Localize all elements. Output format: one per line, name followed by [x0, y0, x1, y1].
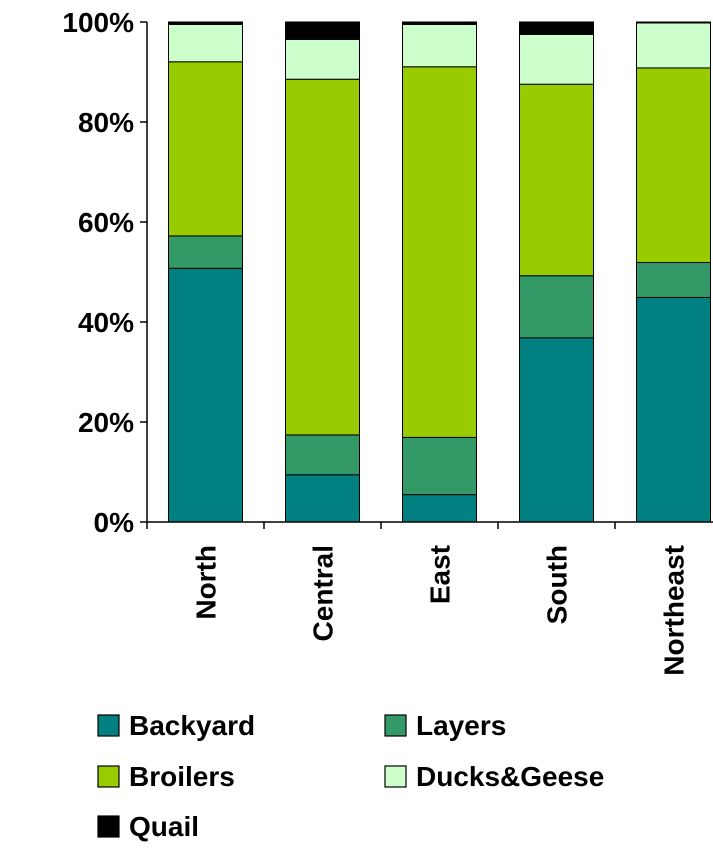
bars-layer — [168, 21, 711, 523]
legend-item-backyard: Backyard — [97, 710, 255, 741]
bar-segment-northeast-layers — [636, 262, 711, 298]
legend-item-layers: Layers — [384, 710, 506, 741]
bar-segment-east-layers — [402, 436, 477, 496]
legend-swatch — [384, 765, 407, 788]
y-tick-label: 0% — [94, 507, 135, 538]
x-tick-label-central: Central — [308, 545, 339, 641]
bar-segment-northeast-quail — [636, 21, 711, 24]
bar-segment-east-quail — [402, 21, 477, 25]
bar-segment-north-broilers — [168, 61, 243, 237]
bar-segment-northeast-broilers — [636, 67, 711, 264]
legend-label: Broilers — [129, 761, 235, 792]
x-axis-tick-labels: North Central East South Northeast — [146, 522, 690, 676]
bar-segment-central-quail — [285, 21, 360, 40]
bar-segment-north-quail — [168, 21, 243, 25]
x-tick-label-east: East — [425, 545, 456, 604]
y-tick-label: 20% — [78, 407, 134, 438]
bar-segment-north-ducks-geese — [168, 23, 243, 63]
legend-swatch — [97, 714, 120, 737]
legend-label: Ducks&Geese — [416, 761, 604, 792]
bar-segment-northeast-backyard — [636, 296, 711, 523]
legend-swatch — [384, 714, 407, 737]
bar-segment-north-backyard — [168, 267, 243, 523]
legend-label: Quail — [129, 811, 199, 842]
bar-segment-central-layers — [285, 434, 360, 476]
y-tick-label: 100% — [62, 7, 134, 38]
bar-segment-south-broilers — [519, 83, 594, 277]
bar-segment-central-broilers — [285, 78, 360, 436]
y-tick-label: 60% — [78, 207, 134, 238]
bar-segment-north-layers — [168, 235, 243, 269]
legend-label: Backyard — [129, 710, 255, 741]
y-axis-tick-labels: 0% 20% 40% 60% 80% 100% — [62, 7, 147, 538]
legend-swatch — [97, 765, 120, 788]
legend-item-ducks-geese: Ducks&Geese — [384, 761, 604, 792]
bar-segment-south-backyard — [519, 337, 594, 523]
legend-item-quail: Quail — [97, 811, 199, 842]
y-tick-label: 40% — [78, 307, 134, 338]
bar-segment-east-backyard — [402, 494, 477, 523]
y-tick-label: 80% — [78, 107, 134, 138]
x-tick-label-south: South — [542, 545, 573, 624]
bar-segment-east-ducks-geese — [402, 23, 477, 68]
bar-segment-east-broilers — [402, 66, 477, 438]
bar-segment-central-ducks-geese — [285, 38, 360, 80]
bar-segment-south-layers — [519, 275, 594, 339]
x-tick-label-northeast: Northeast — [659, 545, 690, 676]
x-tick-label-north: North — [191, 545, 222, 620]
bar-segment-south-ducks-geese — [519, 33, 594, 85]
plot-area — [146, 21, 713, 523]
legend-item-broilers: Broilers — [97, 761, 235, 792]
legend-swatch — [97, 815, 120, 838]
bar-segment-south-quail — [519, 21, 594, 35]
bar-segment-northeast-ducks-geese — [636, 22, 711, 69]
axes-layer — [146, 22, 713, 523]
legend-label: Layers — [416, 710, 506, 741]
legend: Backyard Layers Broilers Ducks&Geese Quail — [97, 710, 604, 842]
bar-segment-central-backyard — [285, 474, 360, 523]
